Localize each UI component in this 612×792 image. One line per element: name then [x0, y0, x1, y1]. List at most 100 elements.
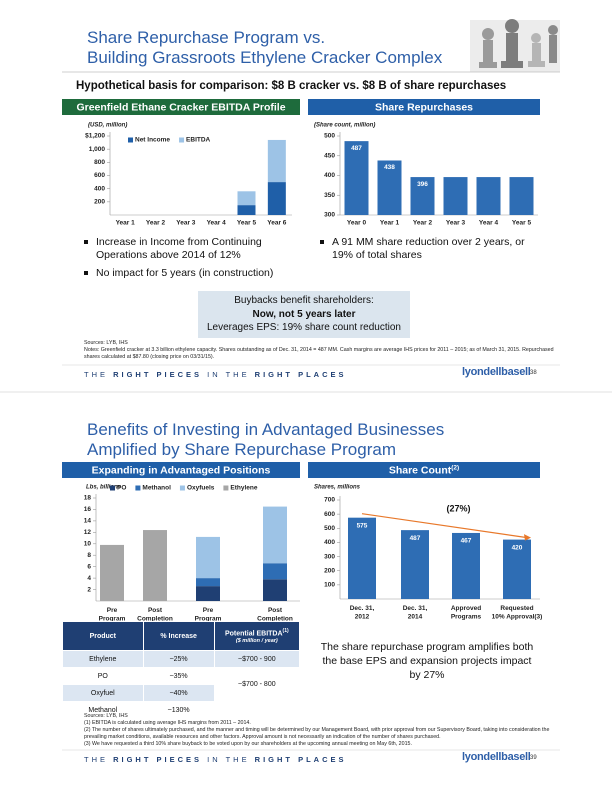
- x-tick-label: Year 1: [380, 220, 400, 227]
- panel-title-text: Expanding in Advantaged Positions: [92, 464, 271, 476]
- y-tick-label: 700: [324, 497, 335, 504]
- cell: ~25%: [142, 650, 215, 668]
- cell: [213, 701, 301, 719]
- axis-label: (Share count, million): [314, 123, 375, 129]
- legend-label: EBITDA: [186, 137, 211, 144]
- cell: ~35%: [142, 667, 215, 685]
- callout-line: Now, not 5 years later: [252, 308, 356, 320]
- title-line: Building Grassroots Ethylene Cracker Com…: [87, 48, 443, 67]
- y-tick-label: 100: [324, 582, 335, 589]
- panel-title: Expanding in Advantaged Positions: [92, 464, 271, 476]
- bar: [410, 177, 435, 215]
- panel-header: [62, 462, 300, 478]
- x-tick-line: 2014: [408, 613, 423, 620]
- bar: [443, 177, 468, 215]
- y-tick-label: 450: [324, 152, 335, 159]
- bar: [344, 141, 369, 215]
- source-line: Sources: LYB, IHS: [84, 340, 128, 346]
- cell: ~40%: [142, 684, 215, 702]
- table-row: PO ~35% ~$700 - 800: [62, 667, 301, 702]
- y-tick-label: 4: [87, 575, 91, 582]
- callout-box: Buybacks benefit shareholders: Now, not …: [198, 291, 410, 338]
- table-row: Methanol ~130%: [62, 701, 301, 719]
- bullet: A 91 MM share reduction over 2 years, or…: [318, 236, 540, 262]
- bar-segment: [196, 586, 220, 601]
- bar: [401, 530, 429, 599]
- y-tick-label: $1,200: [85, 133, 105, 140]
- legend-swatch: [110, 485, 115, 491]
- x-tick-line: Completion: [257, 615, 293, 622]
- arrow-head: [524, 534, 531, 541]
- product-table: Product % Increase Potential EBITDA(1) ($…: [62, 621, 301, 719]
- y-tick-label: 350: [324, 192, 335, 199]
- x-tick-label: Year 3: [446, 220, 466, 227]
- y-tick-label: 400: [94, 185, 105, 192]
- data-label: 438: [384, 164, 395, 171]
- header-cell: Product: [62, 621, 144, 651]
- bar-segment: [263, 579, 287, 601]
- y-tick-label: 8: [87, 552, 91, 559]
- bar: [348, 517, 376, 599]
- legend-label: Ethylene: [230, 485, 257, 492]
- y-tick-label: 400: [324, 172, 335, 179]
- y-tick-label: 200: [94, 199, 105, 206]
- cell: ~$700 - 800: [213, 667, 301, 702]
- legend-swatch: [179, 137, 185, 143]
- page-number: 39: [530, 755, 537, 761]
- tagline-part: THE: [84, 370, 108, 379]
- title-line: Share Repurchase Program vs.: [87, 28, 326, 47]
- x-tick-line: Program: [195, 615, 222, 622]
- panel-header: [308, 462, 540, 478]
- cell: Oxyfuel: [62, 684, 144, 702]
- slide-title: Benefits of Investing in Advantaged Busi…: [87, 420, 444, 460]
- tagline: THE RIGHT PIECES IN THE RIGHT PLACES: [84, 370, 347, 379]
- legend-swatch: [179, 485, 185, 491]
- y-tick-label: 600: [94, 172, 105, 179]
- annotation: (27%): [446, 503, 470, 513]
- logo: lyondellbasell: [462, 751, 531, 763]
- title-line: Amplified by Share Repurchase Program: [87, 440, 396, 459]
- callout-line: Buybacks benefit shareholders:: [234, 295, 374, 306]
- x-tick-line: Dec. 31,: [350, 605, 375, 612]
- tagline-part: RIGHT PLACES: [254, 755, 347, 764]
- x-tick-label: Year 5: [512, 220, 532, 227]
- bar-segment: [237, 191, 256, 206]
- bullet-list: A 91 MM share reduction over 2 years, or…: [318, 236, 540, 267]
- sources: Sources: LYB, IHS Notes: Greenfield crac…: [84, 340, 554, 361]
- data-label: 420: [512, 544, 523, 551]
- x-tick-label: Year 3: [176, 220, 196, 227]
- footnote-mark: (2): [451, 464, 459, 471]
- panel-header: [308, 99, 540, 115]
- footnote-mark: (1): [282, 627, 289, 634]
- bar: [377, 160, 402, 215]
- x-tick-label: Year 5: [237, 220, 257, 227]
- source-line: Notes: Greenfield cracker at 3.3 billion…: [84, 347, 554, 360]
- x-tick-label: Year 1: [116, 220, 136, 227]
- table-row: Oxyfuel ~40%: [62, 684, 300, 702]
- y-tick-label: 300: [324, 553, 335, 560]
- bar-segment: [263, 563, 287, 580]
- slide-title: Share Repurchase Program vs. Building Gr…: [87, 28, 442, 68]
- y-tick-label: 18: [84, 495, 92, 502]
- tagline-part: RIGHT PIECES: [113, 755, 203, 764]
- x-tick-line: Program: [99, 615, 126, 622]
- panel-title-text: Share Repurchases: [375, 101, 473, 113]
- x-tick-label: Dec. 31, 2012: [350, 605, 375, 621]
- panel-header: [62, 99, 300, 115]
- bar-segment: [143, 530, 167, 601]
- panel-title: Share Count(2): [389, 464, 459, 476]
- x-tick-label: Pre Program: [99, 607, 126, 623]
- x-tick-line: Completion: [137, 615, 173, 622]
- axis-label: (USD, million): [88, 123, 127, 129]
- x-tick-line: Approved: [451, 605, 481, 612]
- x-tick-label: Approved Programs: [451, 605, 482, 621]
- bar-segment: [196, 578, 220, 587]
- bar-segment: [237, 205, 256, 215]
- sources: Sources: LYB, IHS (1) EBITDA is calculat…: [84, 713, 554, 748]
- panel-title-text: Share Count: [389, 464, 452, 476]
- header-cell: % Increase: [142, 621, 215, 651]
- tagline: THE RIGHT PIECES IN THE RIGHT PLACES: [84, 755, 347, 764]
- data-label: 467: [461, 538, 472, 545]
- y-tick-label: 800: [94, 159, 105, 166]
- legend-label: Oxyfuels: [187, 485, 215, 492]
